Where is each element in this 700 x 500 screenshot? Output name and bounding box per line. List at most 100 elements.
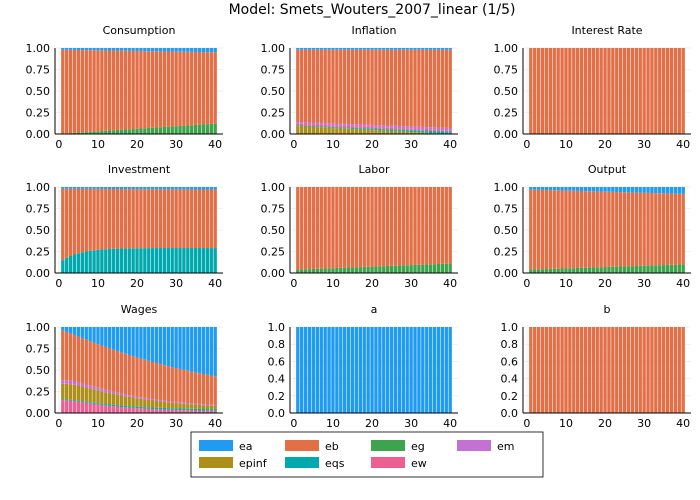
legend-swatch (199, 457, 233, 468)
bar-ea (84, 327, 88, 340)
bar-eqs (131, 406, 135, 408)
bar-eb (634, 192, 638, 266)
bar-eb (143, 359, 147, 398)
bar-eqs (193, 408, 198, 411)
bar-em (354, 124, 359, 127)
bar-eqs (440, 131, 445, 134)
bar-epinf (405, 131, 409, 134)
bar-eb (182, 369, 186, 403)
bar-eb (209, 189, 213, 249)
bar-eg (346, 267, 351, 273)
bar-eqs (170, 248, 174, 273)
bar-eb (186, 370, 190, 403)
bar-ew (432, 129, 437, 131)
bar-em (311, 122, 316, 125)
bar-em (393, 125, 398, 129)
bar-eqs (166, 248, 170, 273)
bar-eb (432, 187, 437, 265)
bar-ea (80, 48, 85, 51)
bar-ea (634, 187, 638, 193)
bar-ew (84, 402, 88, 413)
bar-eb (595, 191, 599, 268)
bar-eg (413, 130, 417, 131)
bar-eg (638, 265, 642, 273)
x-tick-label: 10 (559, 138, 573, 151)
bar-ew (139, 408, 143, 413)
bar-ea (603, 187, 607, 192)
bar-eb (162, 189, 167, 249)
bar-eqs (213, 409, 217, 411)
bar-ew (190, 410, 194, 413)
bar-eg (389, 129, 394, 130)
bar-epinf (370, 130, 374, 134)
bar-epinf (354, 129, 359, 134)
bar-eb (576, 327, 580, 413)
bar-epinf (335, 128, 339, 134)
bar-ew (111, 406, 116, 413)
bar-eg (166, 126, 170, 134)
bar-ew (100, 404, 104, 413)
bar-eg (448, 131, 452, 133)
bar-eb (123, 353, 128, 395)
bar-ea (162, 48, 167, 52)
bar-eg (548, 268, 553, 273)
bar-eg (139, 128, 143, 134)
bar-ea (385, 48, 390, 50)
bar-ea (154, 327, 159, 364)
bar-eqs (127, 406, 131, 408)
bar-eg (432, 264, 437, 273)
bar-eb (350, 49, 355, 125)
bar-ea (331, 327, 335, 413)
bar-ew (147, 408, 151, 413)
bar-eg (378, 128, 382, 130)
bar-eb (358, 49, 363, 125)
bar-em (143, 397, 147, 400)
bar-eb (296, 187, 300, 270)
bar-eb (111, 349, 116, 392)
bar-ew (374, 127, 378, 129)
bar-eqs (444, 132, 448, 134)
bar-ea (327, 48, 331, 50)
bar-eb (393, 187, 398, 266)
bar-epinf (205, 405, 210, 410)
bar-ea (548, 187, 553, 191)
bar-ea (440, 48, 445, 50)
bar-eg (335, 126, 339, 128)
bar-eg (127, 129, 131, 134)
bar-ew (315, 124, 320, 127)
bar-eb (544, 190, 549, 270)
bar-ea (76, 48, 81, 50)
bar-eg (393, 265, 398, 273)
bar-eb (634, 48, 638, 134)
legend-swatch (285, 457, 319, 468)
bar-ea (370, 48, 374, 50)
bar-eqs (72, 400, 77, 402)
bar-eb (327, 187, 331, 269)
bar-eb (131, 50, 135, 130)
x-tick-label: 10 (326, 138, 340, 151)
bar-eb (119, 189, 124, 249)
bar-em (119, 393, 124, 396)
bar-eb (583, 327, 588, 413)
subplot-title: Consumption (103, 24, 176, 37)
bar-eg (96, 131, 100, 134)
bar-ea (669, 187, 674, 194)
bar-ea (397, 48, 402, 50)
bar-eb (174, 51, 178, 127)
bar-eb (673, 327, 678, 413)
bar-eg (339, 267, 343, 273)
bar-eb (108, 188, 112, 249)
bar-em (170, 401, 174, 403)
bar-eg (370, 128, 374, 130)
bar-ea (425, 48, 429, 50)
bar-eg (100, 131, 104, 134)
bar-ew (170, 409, 174, 413)
bar-eg (358, 267, 363, 273)
subplot-title: Labor (358, 163, 390, 176)
bar-eb (65, 331, 69, 381)
bar-eb (444, 49, 448, 128)
bar-eg (158, 127, 163, 134)
bar-ew (88, 403, 92, 413)
bar-ew (135, 408, 139, 413)
bar-eg (119, 129, 124, 134)
